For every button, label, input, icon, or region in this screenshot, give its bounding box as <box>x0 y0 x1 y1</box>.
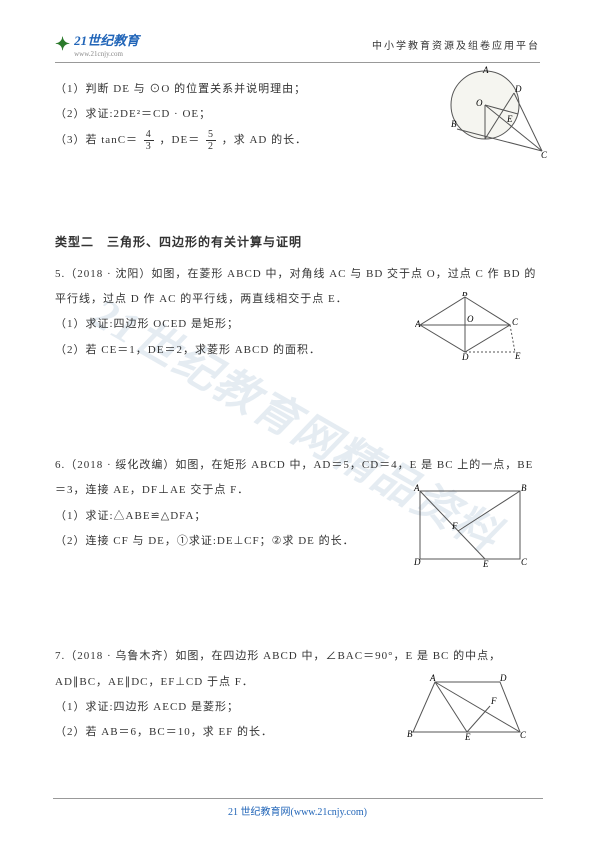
p4-q3-a: （3）若 tanC＝ <box>55 134 138 146</box>
svg-text:B: B <box>407 729 413 739</box>
figure-rectangle: A B C D E F <box>410 483 530 568</box>
svg-text:F: F <box>490 696 497 706</box>
svg-text:D: D <box>461 352 469 362</box>
problem-6: 6.（2018 · 绥化改编）如图，在矩形 ABCD 中，AD＝5，CD＝4，E… <box>55 453 540 554</box>
svg-text:E: E <box>464 732 471 742</box>
figure-rhombus: B A C D E O <box>415 292 530 362</box>
svg-text:D: D <box>499 674 507 683</box>
svg-text:D: D <box>514 84 522 94</box>
svg-text:E: E <box>506 114 513 124</box>
page-header: ✦ 21世纪教育 www.21cnjy.com 中小学教育资源及组卷应用平台 <box>55 30 540 63</box>
footer-text: 21 世纪教育网(www.21cnjy.com) <box>228 807 367 818</box>
logo: ✦ 21世纪教育 www.21cnjy.com <box>55 30 139 58</box>
svg-text:D: D <box>413 557 421 567</box>
problem-7: 7.（2018 · 乌鲁木齐）如图，在四边形 ABCD 中，∠BAC＝90°，E… <box>55 644 540 745</box>
svg-text:A: A <box>429 674 436 683</box>
svg-text:E: E <box>482 559 489 568</box>
svg-text:A: A <box>482 65 489 75</box>
figure-quad: A D B E F C <box>405 674 530 742</box>
page-footer: 21 世纪教育网(www.21cnjy.com) <box>0 798 595 818</box>
svg-text:B: B <box>451 119 457 129</box>
svg-text:A: A <box>415 319 421 329</box>
svg-text:A: A <box>413 483 420 493</box>
svg-text:C: C <box>512 317 519 327</box>
svg-text:C: C <box>520 730 527 740</box>
svg-text:E: E <box>514 351 521 361</box>
section-title: 类型二 三角形、四边形的有关计算与证明 <box>55 233 540 250</box>
svg-text:C: C <box>541 150 548 160</box>
fraction-4-3: 4 3 <box>144 129 154 152</box>
svg-text:B: B <box>521 483 527 493</box>
svg-text:O: O <box>467 314 474 324</box>
problem-4: （1）判断 DE 与 ⊙O 的位置关系并说明理由； （2）求证:2DE²＝CD … <box>55 77 540 153</box>
logo-text: 21世纪教育 <box>74 30 139 49</box>
figure-circle: A D O E B C <box>445 65 550 160</box>
svg-text:F: F <box>451 521 458 531</box>
svg-text:B: B <box>462 292 468 298</box>
logo-sub: www.21cnjy.com <box>74 50 139 58</box>
svg-text:C: C <box>521 557 528 567</box>
header-right: 中小学教育资源及组卷应用平台 <box>372 37 540 52</box>
p4-q3-c: ，求 AD 的长． <box>222 134 307 146</box>
logo-icon: ✦ <box>55 34 70 55</box>
problem-5: 5.（2018 · 沈阳）如图，在菱形 ABCD 中，对角线 AC 与 BD 交… <box>55 262 540 363</box>
svg-text:O: O <box>476 98 483 108</box>
fraction-5-2: 5 2 <box>206 129 216 152</box>
p4-q3-b: ，DE＝ <box>160 134 201 146</box>
